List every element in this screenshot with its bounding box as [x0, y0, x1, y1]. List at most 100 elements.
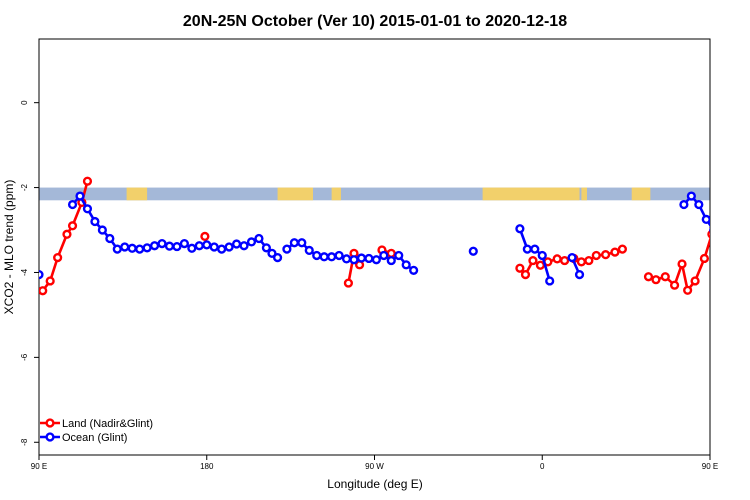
data-point — [468, 246, 478, 256]
data-point — [683, 285, 693, 295]
y-tick-label: 0 — [20, 100, 29, 105]
data-point — [530, 244, 540, 254]
data-point — [349, 255, 359, 265]
land-band-segment — [331, 187, 341, 201]
x-axis: 90 E 180 90 W 0 90 E — [31, 454, 718, 471]
data-point — [297, 238, 307, 248]
data-point — [520, 269, 531, 280]
legend-item-land-nadir-glint: Land (Nadir&Glint) — [40, 418, 153, 430]
data-point — [97, 225, 107, 235]
data-point — [560, 255, 570, 266]
data-point — [679, 199, 689, 210]
land-band-segment — [126, 187, 148, 201]
data-point — [701, 214, 710, 225]
data-point — [610, 247, 620, 257]
data-point — [135, 244, 145, 254]
data-point — [535, 260, 545, 270]
data-point — [515, 263, 525, 273]
data-point — [75, 191, 85, 201]
data-point — [699, 253, 710, 264]
chart-title: 20N-25N October (Ver 10) 2015-01-01 to 2… — [183, 13, 567, 30]
data-point — [39, 269, 44, 280]
data-point — [651, 275, 661, 285]
series-line — [682, 194, 710, 227]
data-point — [591, 250, 601, 261]
data-point — [669, 280, 680, 290]
data-point — [733, 244, 740, 251]
data-point — [62, 229, 72, 239]
data-point — [341, 254, 352, 264]
data-point — [149, 241, 160, 251]
data-point — [82, 204, 93, 214]
legend-item-ocean-glint: Ocean (Glint) — [40, 432, 127, 444]
data-point — [718, 233, 725, 240]
data-point — [356, 253, 367, 263]
data-point — [304, 245, 314, 255]
data-point — [157, 239, 167, 249]
data-point — [142, 243, 152, 253]
data-point — [515, 224, 525, 234]
data-point — [105, 233, 115, 244]
data-point — [371, 255, 381, 265]
legend: Land (Nadir&Glint) Ocean (Glint) — [40, 418, 153, 444]
data-point — [394, 250, 404, 261]
series-layer — [39, 176, 740, 296]
data-point — [200, 231, 210, 241]
legend-marker — [45, 418, 55, 428]
data-point — [172, 241, 182, 252]
data-point — [567, 253, 577, 263]
land-band-segment — [631, 187, 651, 201]
data-point — [202, 240, 212, 250]
data-point — [723, 197, 730, 204]
data-point — [254, 233, 264, 244]
y-tick-label: -4 — [20, 268, 29, 276]
x-tick-label: 90 E — [31, 462, 47, 471]
data-point — [386, 248, 396, 258]
data-point — [312, 250, 322, 261]
data-point — [386, 255, 396, 266]
data-point — [39, 286, 48, 296]
data-point — [731, 178, 738, 185]
data-point — [334, 250, 344, 261]
legend-label: Ocean (Glint) — [62, 432, 127, 444]
data-point — [53, 253, 63, 263]
data-point — [289, 238, 299, 248]
data-point — [67, 199, 78, 210]
data-point — [601, 250, 611, 260]
data-point — [574, 269, 585, 280]
data-point — [694, 199, 704, 210]
data-point — [282, 244, 292, 254]
x-tick-label: 90 E — [702, 462, 718, 471]
data-point — [552, 254, 562, 264]
data-point — [239, 241, 249, 251]
data-point — [537, 250, 547, 261]
land-band-segment — [482, 187, 580, 201]
data-point — [90, 216, 100, 227]
data-point — [617, 244, 627, 254]
data-point — [127, 243, 137, 253]
data-point — [45, 276, 55, 286]
data-point — [187, 243, 197, 253]
data-point — [246, 237, 257, 247]
data-point — [319, 252, 329, 262]
data-point — [401, 260, 411, 270]
series-ocean-glint — [39, 191, 740, 286]
data-point — [707, 230, 710, 239]
land-band-segment — [277, 187, 313, 201]
data-point — [261, 243, 271, 253]
data-point — [224, 242, 234, 252]
legend-label: Land (Nadir&Glint) — [62, 418, 153, 430]
data-point — [82, 176, 93, 186]
data-point — [528, 255, 538, 266]
land-ocean-band — [39, 187, 710, 201]
data-point — [267, 248, 277, 258]
data-point — [660, 272, 670, 282]
x-tick-label: 180 — [200, 462, 214, 471]
data-point — [217, 244, 227, 254]
x-tick-label: 0 — [540, 462, 545, 471]
y-tick-label: -8 — [20, 438, 29, 446]
data-point — [716, 222, 723, 229]
data-point — [209, 242, 219, 252]
data-point — [327, 252, 337, 262]
